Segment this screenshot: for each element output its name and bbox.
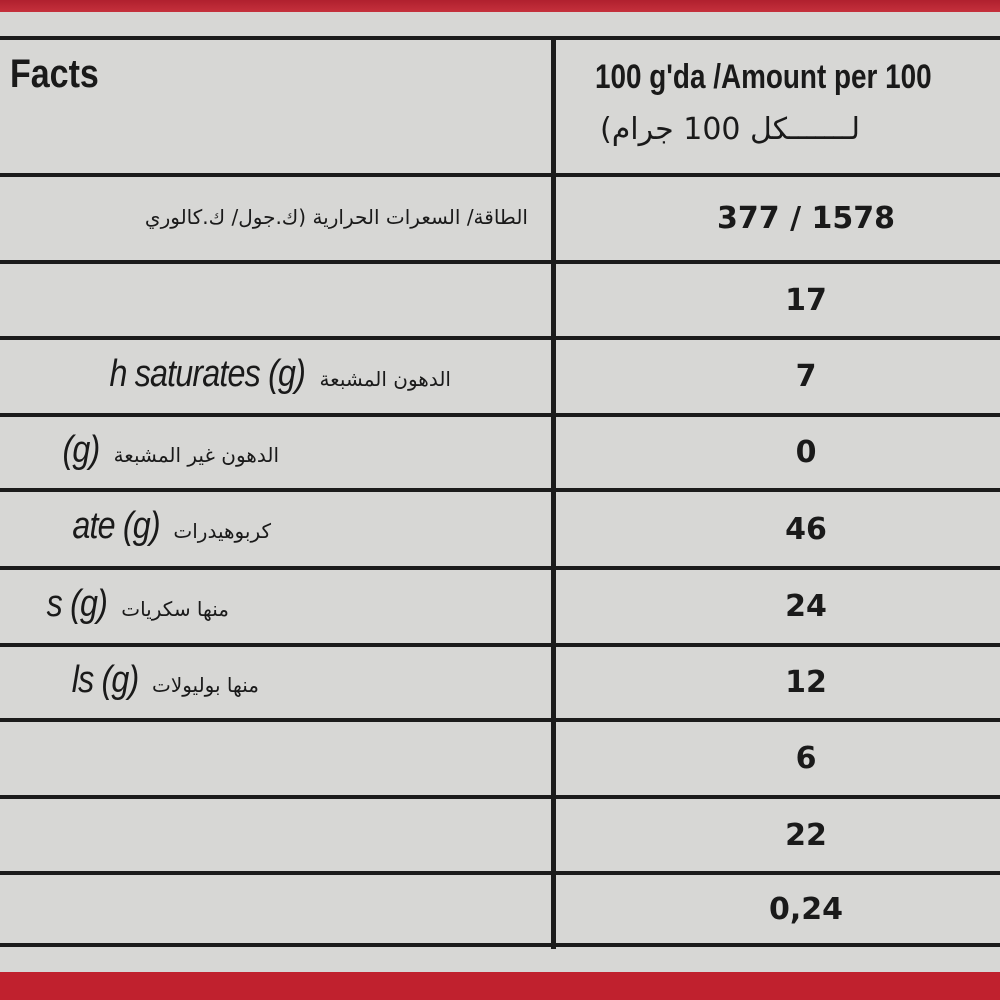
row-label-arabic: الطاقة/ السعرات الحرارية (ك.جول/ ك.كالور… <box>144 205 528 229</box>
row-label-arabic: الدهون المشبعة <box>319 367 451 391</box>
package-red-top <box>0 0 1000 12</box>
package-red-bottom <box>0 972 1000 1000</box>
table-rule <box>0 413 1000 417</box>
row-value: 7 <box>795 359 817 394</box>
table-rule <box>0 36 1000 40</box>
table-rule <box>0 871 1000 875</box>
row-value: 6 <box>795 741 817 776</box>
row-label-arabic: الدهون غير المشبعة <box>113 443 279 467</box>
amount-header-arabic: لـــــــكل 100 جرام) <box>600 112 861 147</box>
row-value: 0 <box>795 435 817 470</box>
row-value: 22 <box>785 817 827 853</box>
row-label-arabic: منها سكريات <box>121 597 229 621</box>
row-value: 17 <box>785 282 827 318</box>
row-label-english: (g) <box>62 429 101 471</box>
row-value: 46 <box>785 511 827 547</box>
table-rule <box>0 718 1000 722</box>
table-rule <box>0 336 1000 340</box>
table-rule <box>0 643 1000 647</box>
row-label-arabic: منها بوليولات <box>151 673 259 697</box>
row-value: 377 / 1578 <box>717 201 895 236</box>
row-label-english: ls (g) <box>71 659 139 701</box>
row-value: 0,24 <box>768 891 844 927</box>
table-rule <box>0 173 1000 177</box>
table-rule <box>0 943 1000 947</box>
row-value: 12 <box>785 665 827 700</box>
row-label-english: h saturates (g) <box>109 353 306 395</box>
row-value: 24 <box>785 589 827 624</box>
table-title: Facts <box>10 52 99 96</box>
column-divider <box>551 38 556 949</box>
table-rule <box>0 795 1000 799</box>
row-label-english: ate (g) <box>72 505 160 547</box>
table-rule <box>0 566 1000 570</box>
row-label-english: s (g) <box>46 583 108 625</box>
amount-header: 100 g'da /Amount per 100 <box>595 58 932 96</box>
table-rule <box>0 488 1000 492</box>
row-label-arabic: كربوهيدرات <box>173 519 271 543</box>
table-rule <box>0 260 1000 264</box>
